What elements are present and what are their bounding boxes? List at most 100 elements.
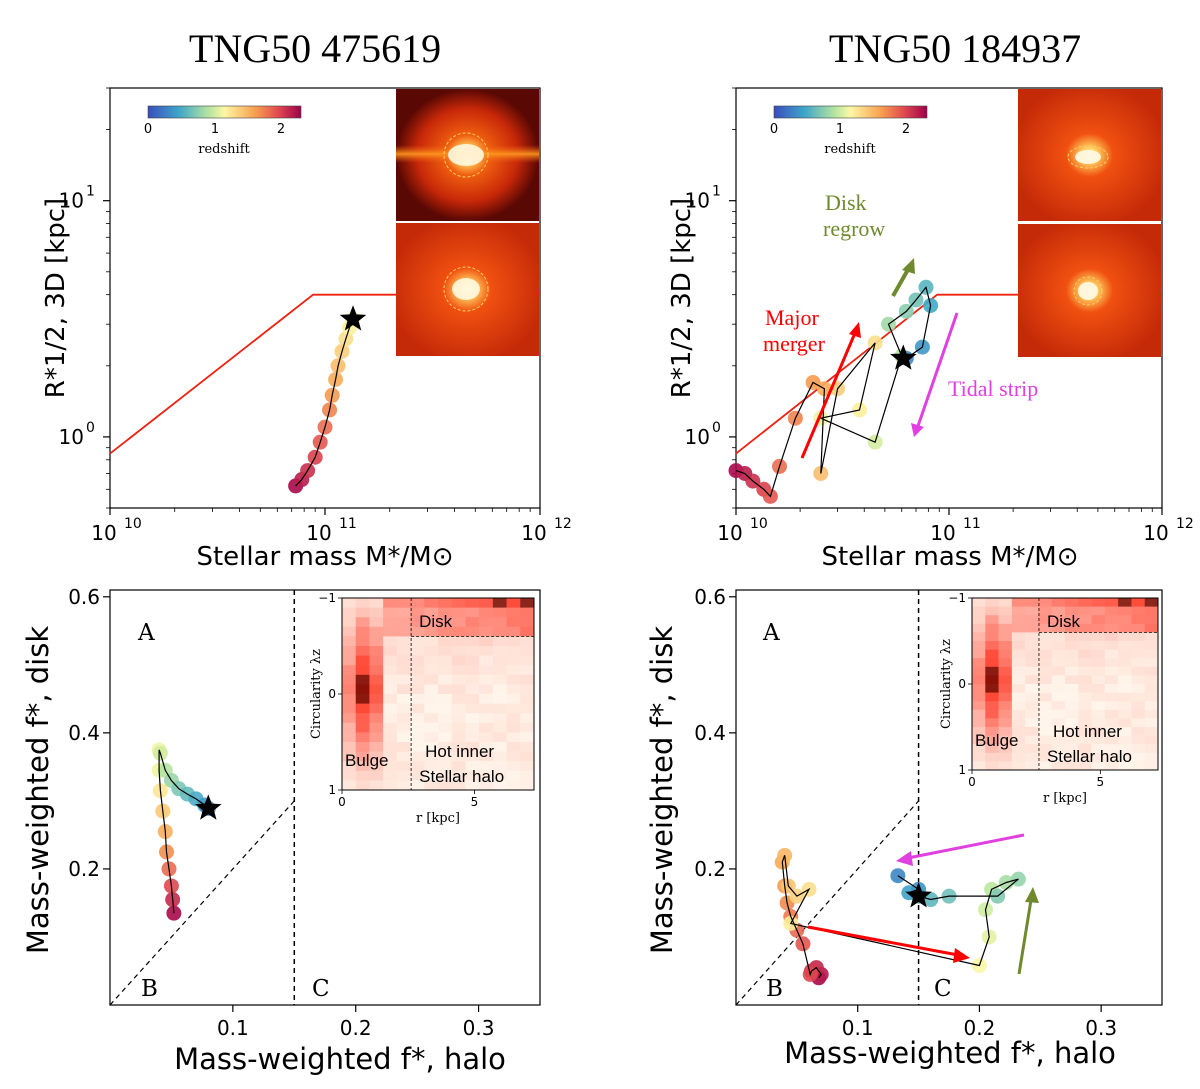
x-tick-exponent: 11: [963, 516, 981, 532]
heatmap-cell: [355, 751, 370, 762]
heatmap-cell: [1038, 649, 1053, 659]
heatmap-cell: [1025, 598, 1039, 608]
arrow-down-icon: [911, 423, 924, 437]
heatmap-cell: [424, 770, 439, 781]
heatmap-cell: [1011, 752, 1026, 762]
heatmap-cell: [1091, 666, 1106, 676]
heatmap-cell: [1078, 641, 1093, 651]
heatmap-cell: [1038, 623, 1053, 633]
heatmap-cell: [369, 617, 384, 628]
heatmap-cell: [1078, 727, 1093, 737]
heatmap-cell: [506, 742, 521, 753]
heatmap-cell: [355, 646, 370, 657]
heatmap-cell: [492, 646, 508, 657]
heatmap-cell: [479, 626, 494, 637]
heatmap-cell: [438, 770, 453, 781]
inset-label-hot: Hot inner: [425, 742, 494, 761]
heatmap-cell: [998, 744, 1013, 754]
x-tick-label: 10: [306, 521, 331, 545]
heatmap-cell: [1144, 761, 1159, 771]
heatmap-cell: [998, 727, 1013, 737]
heatmap-cell: [424, 713, 439, 724]
heatmap-cell: [424, 646, 439, 657]
heatmap-cell: [1144, 606, 1159, 616]
heatmap-cell: [342, 598, 357, 609]
heatmap-cell: [1025, 666, 1039, 676]
colorbar-tick: 2: [902, 122, 910, 137]
heatmap-cell: [451, 703, 466, 714]
heatmap-cell: [1104, 701, 1119, 711]
y-tick-label: 10: [685, 189, 710, 213]
heatmap-cell: [479, 655, 494, 666]
heatmap-cell: [492, 674, 508, 685]
heatmap-cell: [1104, 675, 1119, 685]
heatmap-cell: [1131, 632, 1146, 642]
major-merger-label: Major: [765, 305, 819, 330]
heatmap-cell: [355, 703, 370, 714]
heatmap-cell: [972, 718, 986, 728]
heatmap-cell: [1011, 649, 1026, 659]
axes-frame: [109, 589, 541, 1006]
heatmap-cell: [438, 607, 453, 618]
heatmap-cell: [1091, 761, 1106, 771]
heatmap-cell: [410, 598, 425, 609]
heatmap-cell: [1011, 675, 1026, 685]
y-tick-label: 10: [59, 425, 84, 449]
heatmap-cell: [369, 684, 384, 695]
heatmap-cell: [1038, 761, 1053, 771]
heatmap-cell: [1118, 598, 1132, 608]
heatmap-cell: [972, 606, 986, 616]
y-tick-exponent: 0: [712, 420, 721, 436]
heatmap-cell: [1144, 658, 1159, 668]
final-point-star-icon: [905, 882, 932, 908]
heatmap-cell: [355, 770, 370, 781]
heatmap-cell: [1118, 606, 1132, 616]
y-tick-exponent: 1: [86, 184, 95, 200]
heatmap-cell: [492, 607, 508, 618]
heatmap-cell: [424, 665, 439, 676]
heatmap-cell: [410, 751, 425, 762]
heatmap-cell: [1038, 709, 1053, 719]
heatmap-cell: [355, 617, 370, 628]
heatmap-cell: [492, 751, 508, 762]
heatmap-cell: [396, 636, 412, 647]
heatmap-cell: [410, 770, 425, 781]
heatmap-cell: [342, 722, 357, 733]
x-tick-label: 0.3: [463, 1016, 495, 1040]
heatmap-cell: [1025, 709, 1039, 719]
heatmap-cell: [1078, 658, 1093, 668]
heatmap-cell: [451, 694, 466, 705]
heatmap-cell: [1091, 709, 1106, 719]
heatmap-cell: [410, 617, 425, 628]
heatmap-cell: [369, 751, 384, 762]
heatmap-cell: [1065, 623, 1079, 633]
heatmap-cell: [465, 674, 480, 685]
axis-ticks: 0.1 0.2 0.3 0.2 0.4 0.6: [68, 585, 494, 1040]
heatmap-cell: [1025, 623, 1039, 633]
heatmap-cell: [479, 607, 494, 618]
heatmap-cell: [506, 694, 521, 705]
heatmap-cell: [383, 722, 398, 733]
heatmap-cell: [410, 674, 425, 685]
heatmap-cell: [1078, 752, 1093, 762]
heatmap-cell: [369, 713, 384, 724]
heatmap-cell: [998, 606, 1013, 616]
inset-x-tick-label: 5: [1097, 775, 1105, 789]
heatmap-cell: [1078, 709, 1093, 719]
heatmap-cell: [1065, 727, 1079, 737]
heatmap-cell: [972, 701, 986, 711]
heatmap-cell: [1118, 761, 1132, 771]
heatmap-cell: [520, 722, 535, 733]
heatmap-cell: [1118, 709, 1132, 719]
colorbar-label: redshift: [198, 142, 250, 157]
heatmap-cell: [1025, 606, 1039, 616]
heatmap-cell: [1025, 727, 1039, 737]
title-right: TNG50 184937: [829, 26, 1081, 71]
heatmap-cell: [342, 617, 357, 628]
inset-y-tick-label: 0: [958, 677, 966, 691]
heatmap-cell: [520, 770, 535, 781]
heatmap-cell: [1131, 718, 1146, 728]
heatmap-cell: [998, 666, 1013, 676]
heatmap-cell: [396, 646, 412, 657]
heatmap-cell: [985, 727, 1000, 737]
